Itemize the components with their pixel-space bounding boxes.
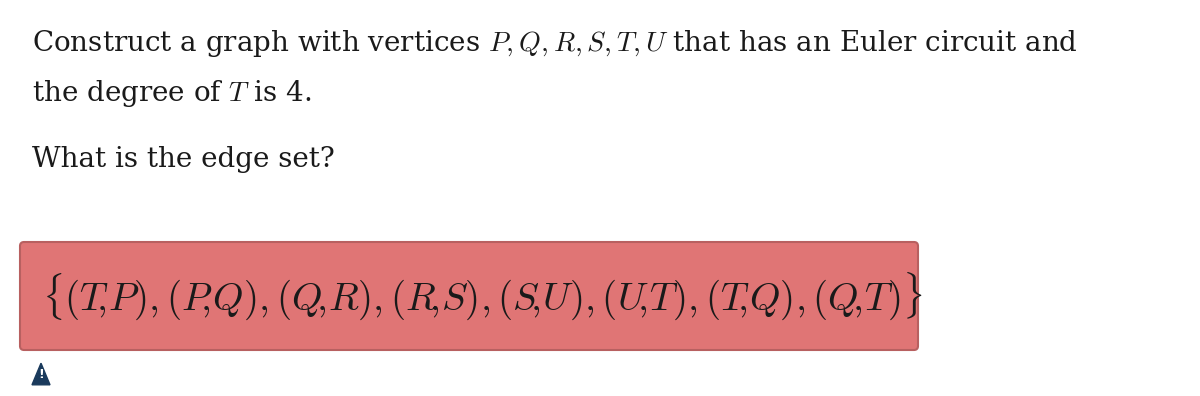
- Polygon shape: [32, 363, 50, 385]
- Text: Construct a graph with vertices $P, Q, R, S, T, U$ that has an Euler circuit and: Construct a graph with vertices $P, Q, R…: [32, 28, 1078, 59]
- Text: What is the edge set?: What is the edge set?: [32, 146, 335, 173]
- Text: the degree of $T$ is 4.: the degree of $T$ is 4.: [32, 78, 312, 109]
- Text: !: !: [38, 369, 44, 381]
- FancyBboxPatch shape: [20, 242, 918, 350]
- Text: $\{(T\!,\!P),(P\!,\!Q),(Q\!,\!R),(R\!,\!S),(S\!,\!U),(U\!,\!T),(T\!,\!Q),(Q\!,\!: $\{(T\!,\!P),(P\!,\!Q),(Q\!,\!R),(R\!,\!…: [42, 270, 923, 322]
